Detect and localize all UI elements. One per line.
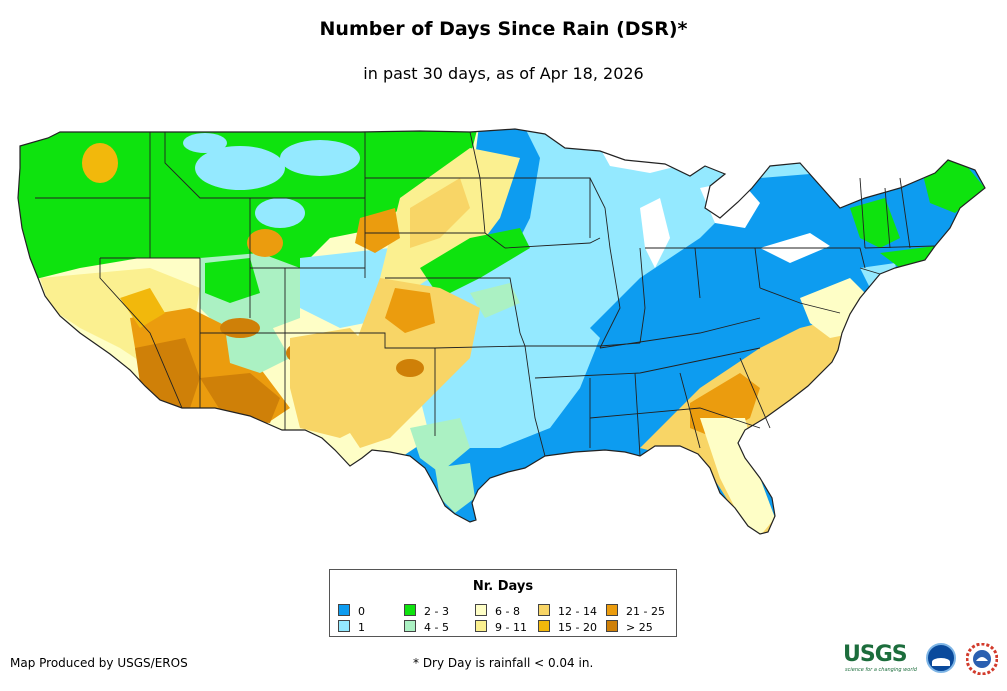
legend-swatch [538, 604, 550, 616]
legend-swatch [475, 620, 487, 632]
legend-swatch [404, 620, 416, 632]
legend-item-6: 12 - 14 [538, 604, 597, 618]
legend-grid: 0 1 2 - 3 4 - 5 6 - 8 9 - 11 12 - 14 15 … [338, 604, 674, 634]
legend-swatch [475, 604, 487, 616]
legend-item-4: 6 - 8 [475, 604, 520, 618]
legend-item-5: 9 - 11 [475, 620, 527, 634]
legend-swatch [338, 604, 350, 616]
legend-label: 0 [358, 605, 365, 618]
legend-label: 21 - 25 [626, 605, 665, 618]
legend-label: 2 - 3 [424, 605, 449, 618]
dry-day-footnote: * Dry Day is rainfall < 0.04 in. [413, 656, 594, 670]
legend-label: 1 [358, 621, 365, 634]
legend-swatch [538, 620, 550, 632]
nws-logo-icon [966, 643, 998, 675]
legend-item-9: > 25 [606, 620, 653, 634]
legend-swatch [404, 604, 416, 616]
legend-swatch [606, 604, 618, 616]
legend-item-3: 4 - 5 [404, 620, 449, 634]
legend-item-7: 15 - 20 [538, 620, 597, 634]
usgs-logo: USGS [843, 642, 908, 667]
map-credit: Map Produced by USGS/EROS [10, 656, 188, 670]
map-subtitle: in past 30 days, as of Apr 18, 2026 [363, 64, 644, 83]
legend-item-8: 21 - 25 [606, 604, 665, 618]
noaa-logo-icon [926, 643, 956, 673]
legend-item-0: 0 [338, 604, 365, 618]
legend-label: 9 - 11 [495, 621, 527, 634]
legend-swatch [338, 620, 350, 632]
legend-item-2: 2 - 3 [404, 604, 449, 618]
legend-label: 6 - 8 [495, 605, 520, 618]
legend-item-1: 1 [338, 620, 365, 634]
legend-title: Nr. Days [472, 579, 534, 594]
legend: Nr. Days 0 1 2 - 3 4 - 5 6 - 8 9 - 11 12… [329, 569, 677, 637]
map-title: Number of Days Since Rain (DSR)* [319, 18, 688, 40]
legend-label: > 25 [626, 621, 653, 634]
legend-label: 15 - 20 [558, 621, 597, 634]
us-dsr-map [17, 128, 986, 535]
legend-swatch [606, 620, 618, 632]
legend-label: 4 - 5 [424, 621, 449, 634]
agency-logos: USGS science for a changing world [843, 640, 1003, 680]
usgs-tagline: science for a changing world [845, 667, 917, 673]
legend-label: 12 - 14 [558, 605, 597, 618]
